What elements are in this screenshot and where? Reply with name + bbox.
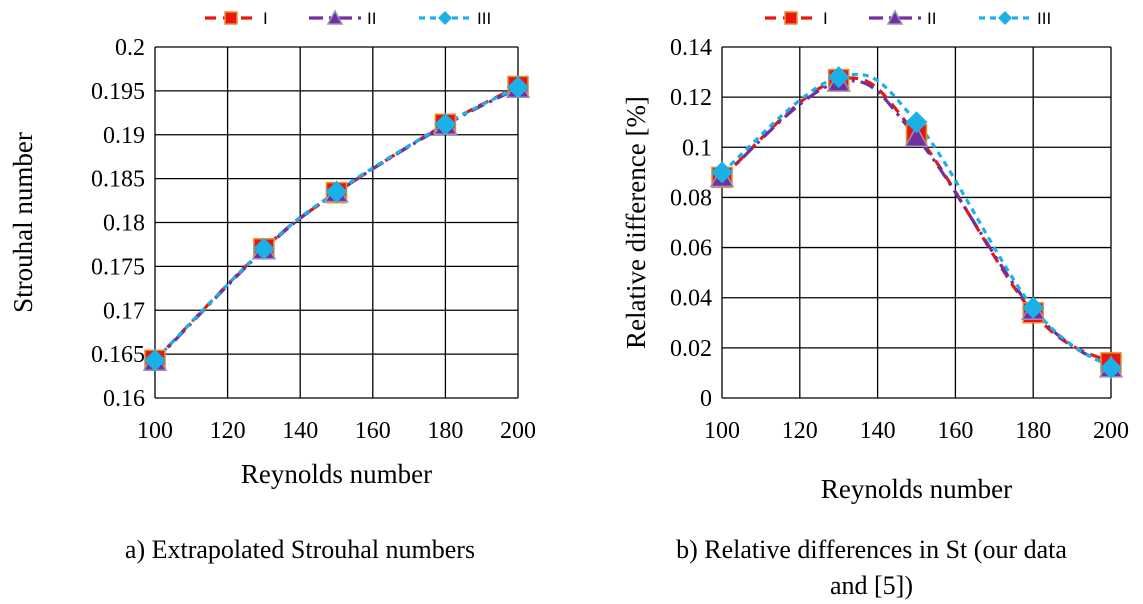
- x-tick-label: 180: [427, 418, 463, 444]
- legend-label-I: I: [823, 9, 828, 28]
- data-point-III: [827, 66, 850, 89]
- legend-marker-II: [886, 9, 904, 25]
- x-axis-label: Reynolds number: [241, 459, 432, 489]
- legend-marker-I: [224, 11, 238, 25]
- data-point-III: [252, 237, 275, 260]
- y-tick-label: 0.165: [91, 342, 145, 368]
- legend-marker-III: [998, 11, 1012, 25]
- data-point-II: [904, 124, 929, 148]
- caption-b: b) Relative differences in St (our data …: [600, 532, 1143, 604]
- y-tick-label: 0.12: [670, 85, 712, 111]
- x-tick-label: 140: [860, 418, 896, 444]
- y-tick-label: 0.1: [682, 135, 712, 161]
- y-tick-label: 0.14: [670, 35, 712, 61]
- legend-marker-III: [438, 11, 452, 25]
- legend-label-III: III: [1037, 9, 1051, 28]
- y-tick-label: 0.2: [115, 35, 145, 61]
- data-point-III: [507, 76, 529, 99]
- legend-label-I: I: [263, 9, 268, 28]
- x-tick-label: 160: [355, 418, 391, 444]
- legend-label-II: II: [927, 9, 936, 28]
- y-tick-label: 0.185: [91, 167, 145, 193]
- y-tick-label: 0.16: [103, 386, 145, 412]
- data-point-III: [711, 161, 733, 184]
- data-point-III: [434, 113, 457, 136]
- y-tick-label: 0: [700, 386, 712, 412]
- data-point-III: [1100, 356, 1122, 379]
- legend-marker-I: [784, 11, 798, 25]
- y-tick-label: 0.17: [103, 298, 145, 324]
- figure: 100 120 140 160 180 200 0.16 0.165 0.17 0.175 0.18…: [8, 9, 1129, 504]
- legend-label-III: III: [477, 9, 491, 28]
- chart-a: 100 120 140 160 180 200 0.16 0.165 0.17 0.175 0.18…: [8, 9, 536, 489]
- chart-b: 100 120 140 160 180 200 0 0.02 0.04 0.06 0.08 0.1 0.…: [621, 9, 1129, 504]
- caption-b-line1: b) Relative differences in St (our data: [676, 535, 1067, 564]
- y-tick-label: 0.175: [91, 254, 145, 280]
- y-tick-label: 0.04: [670, 286, 712, 312]
- y-tick-label: 0.18: [103, 211, 145, 237]
- x-tick-label: 200: [1093, 418, 1129, 444]
- plot-area: [722, 47, 1111, 398]
- y-tick-label: 0.08: [670, 185, 712, 211]
- x-tick-label: 100: [137, 418, 173, 444]
- y-axis-label: Relative difference [%]: [621, 96, 651, 349]
- x-tick-label: 180: [1015, 418, 1051, 444]
- legend-marker-II: [326, 9, 344, 25]
- caption-b-line2: and [5]): [829, 571, 913, 600]
- series-line-III: [720, 72, 1112, 370]
- caption-a: a) Extrapolated Strouhal numbers: [124, 535, 476, 564]
- y-tick-label: 0.195: [91, 79, 145, 105]
- y-axis-label: Strouhal number: [8, 132, 38, 313]
- data-point-III: [144, 349, 166, 372]
- x-tick-label: 120: [782, 418, 818, 444]
- x-tick-label: 200: [500, 418, 536, 444]
- x-tick-label: 160: [937, 418, 973, 444]
- data-point-III: [1022, 296, 1045, 319]
- data-point-III: [325, 180, 348, 203]
- x-tick-label: 120: [210, 418, 246, 444]
- y-tick-label: 0.19: [103, 123, 145, 149]
- y-tick-label: 0.06: [670, 236, 712, 262]
- data-point-III: [905, 111, 928, 134]
- series-line-III: [153, 85, 519, 362]
- x-tick-label: 140: [282, 418, 318, 444]
- y-tick-label: 0.02: [670, 336, 712, 362]
- x-tick-label: 100: [704, 418, 740, 444]
- legend-label-II: II: [367, 9, 376, 28]
- x-axis-label: Reynolds number: [821, 474, 1012, 504]
